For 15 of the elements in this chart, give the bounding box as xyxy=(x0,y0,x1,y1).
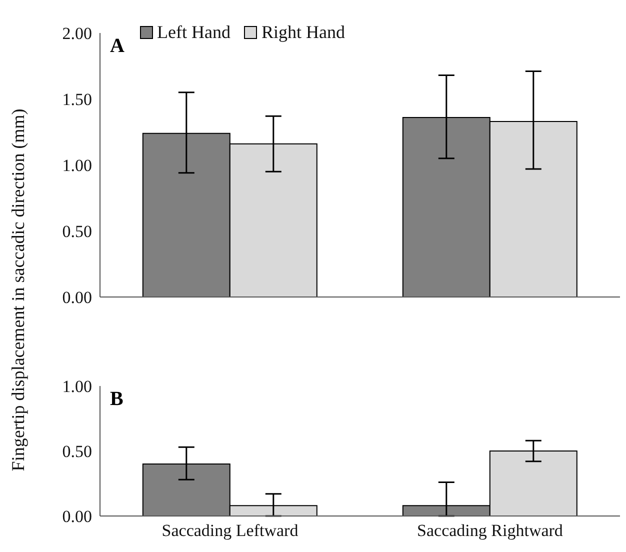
y-axis-title: Fingertip displacement in saccadic direction (mm) xyxy=(8,108,28,472)
y-tick-label: 0.50 xyxy=(62,222,92,242)
annotation: B xyxy=(110,388,124,411)
y-tick-label: 1.00 xyxy=(62,156,92,176)
annotation: A xyxy=(110,35,124,58)
y-tick-label: 2.00 xyxy=(62,24,92,44)
y-tick-label: 0.50 xyxy=(62,442,92,462)
legend-label: Right Hand xyxy=(261,22,345,43)
x-tick-label: Saccading Rightward xyxy=(417,521,564,540)
y-tick-label: 1.50 xyxy=(62,90,92,110)
y-tick-label: 1.00 xyxy=(62,377,92,396)
legend-label: Left Hand xyxy=(157,22,230,43)
y-tick-label: 0.00 xyxy=(62,288,92,308)
y-tick-label: 0.00 xyxy=(62,507,92,526)
x-tick-label: Saccading Leftward xyxy=(162,521,299,540)
